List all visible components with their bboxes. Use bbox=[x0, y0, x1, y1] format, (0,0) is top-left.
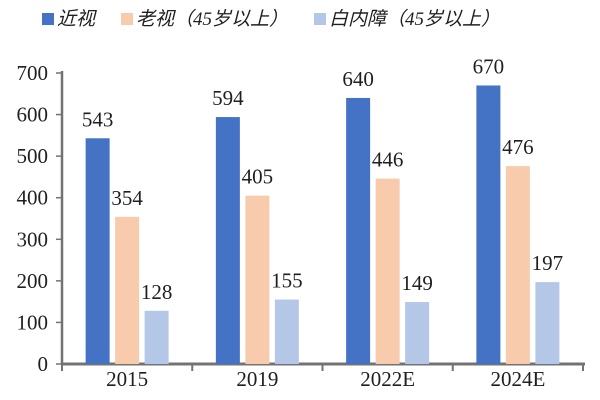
y-axis-tick-label: 500 bbox=[17, 144, 49, 168]
value-label-presbyopia-2024E: 476 bbox=[502, 135, 534, 159]
x-category-label: 2015 bbox=[106, 367, 148, 391]
value-label-presbyopia-2019: 405 bbox=[242, 165, 274, 189]
bar-cataract-2019 bbox=[274, 299, 299, 364]
value-label-cataract-2015: 128 bbox=[141, 280, 173, 304]
y-axis-tick-label: 400 bbox=[17, 186, 49, 210]
y-axis-tick-label: 0 bbox=[38, 352, 49, 376]
bar-presbyopia-2019 bbox=[245, 195, 270, 364]
x-category-label: 2024E bbox=[490, 367, 545, 391]
bar-presbyopia-2015 bbox=[115, 216, 140, 364]
x-category-label: 2022E bbox=[360, 367, 415, 391]
legend-label-myopia: 近视 bbox=[57, 8, 96, 30]
value-label-myopia-2024E: 670 bbox=[473, 54, 505, 78]
value-label-myopia-2019: 594 bbox=[212, 86, 244, 110]
value-label-cataract-2022E: 149 bbox=[401, 271, 433, 295]
value-label-presbyopia-2015: 354 bbox=[111, 186, 143, 210]
legend-item-cataract: 白内障（45岁以上） bbox=[314, 10, 500, 29]
value-label-cataract-2019: 155 bbox=[271, 269, 303, 293]
bar-presbyopia-2022E bbox=[375, 178, 400, 364]
y-axis-tick-label: 300 bbox=[17, 227, 49, 251]
chart-legend: 近视 老视（45岁以上） 白内障（45岁以上） bbox=[42, 6, 600, 32]
legend-swatch-presbyopia-icon bbox=[121, 13, 134, 25]
legend-label-presbyopia: 老视（45岁以上） bbox=[136, 8, 289, 30]
bar-myopia-2022E bbox=[346, 97, 371, 364]
bar-cataract-2024E bbox=[535, 282, 560, 364]
legend-item-myopia: 近视 bbox=[42, 10, 95, 29]
legend-swatch-myopia-icon bbox=[42, 13, 54, 25]
bar-presbyopia-2024E bbox=[505, 166, 530, 364]
value-label-myopia-2022E: 640 bbox=[342, 67, 374, 91]
bar-myopia-2024E bbox=[476, 85, 501, 364]
bar-myopia-2015 bbox=[85, 138, 110, 364]
y-axis-tick-label: 100 bbox=[17, 310, 49, 334]
value-label-cataract-2024E: 197 bbox=[532, 251, 564, 275]
bar-myopia-2019 bbox=[215, 117, 240, 365]
legend-item-presbyopia: 老视（45岁以上） bbox=[121, 10, 288, 29]
bar-cataract-2022E bbox=[405, 302, 430, 364]
y-axis-tick-label: 200 bbox=[17, 269, 49, 293]
y-axis-tick-label: 600 bbox=[17, 103, 49, 127]
y-axis-tick-label: 700 bbox=[17, 61, 49, 85]
legend-label-cataract: 白内障（45岁以上） bbox=[329, 8, 501, 30]
bar-cataract-2015 bbox=[144, 310, 169, 364]
value-label-myopia-2015: 543 bbox=[82, 107, 114, 131]
legend-swatch-cataract-icon bbox=[314, 13, 327, 25]
value-label-presbyopia-2022E: 446 bbox=[372, 148, 404, 172]
x-category-label: 2019 bbox=[236, 367, 278, 391]
